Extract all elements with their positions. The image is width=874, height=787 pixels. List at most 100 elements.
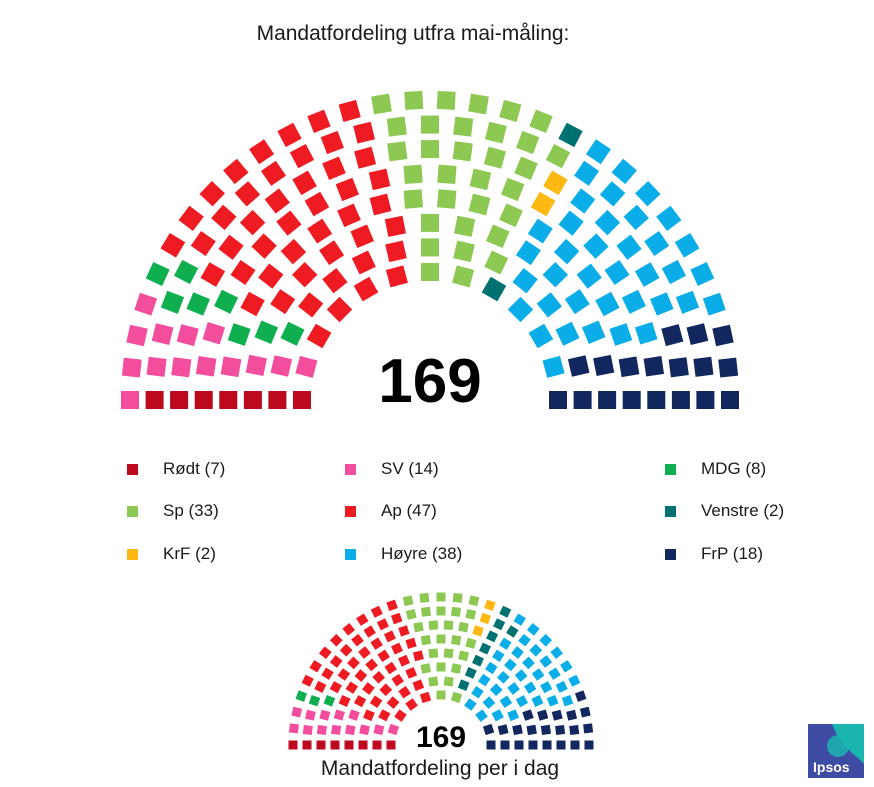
secondary-seat-rodt [372,740,382,750]
secondary-seat-ap [370,605,383,618]
main-seat-ap [322,268,348,294]
main-seat-hoyre [585,139,611,165]
main-seat-hoyre [702,292,726,316]
secondary-seat-venstre [472,654,484,667]
main-seat-hoyre [656,205,682,232]
secondary-seat-ap [337,668,351,681]
secondary-seat-ap [342,622,356,636]
secondary-seat-rodt [316,740,326,750]
main-seat-sv [176,324,199,347]
main-seat-ap [354,146,377,169]
secondary-seat-sp [450,663,462,674]
logo-head [827,735,849,757]
secondary-seat-hoyre [560,660,573,673]
main-seat-ap [385,265,408,288]
main-seat-ap [368,168,391,191]
secondary-seat-hoyre [507,709,519,722]
main-seat-rodt [293,391,311,409]
secondary-seat-venstre [493,618,506,631]
secondary-seat-ap [412,679,425,692]
legend-item-ap: Ap (47) [345,501,437,521]
main-seat-ap [280,238,307,265]
secondary-seat-rodt [358,740,368,750]
secondary-seat-ap [376,618,389,631]
secondary-seat-sp [436,690,446,700]
secondary-seat-ap [314,680,327,693]
main-seat-ap [307,109,331,133]
main-seat-frp [622,391,641,409]
main-seat-ap [335,177,359,202]
secondary-seat-ap [386,599,398,612]
main-seat-hoyre [527,218,553,244]
main-seat-ap [218,234,244,260]
secondary-seat-rodt [386,740,396,750]
secondary-seat-hoyre [471,686,484,699]
secondary-seat-sp [443,620,454,630]
main-seat-sp [468,93,489,115]
main-seat-sp [499,203,523,228]
secondary-seat-frp [584,740,594,750]
secondary-seat-ap [379,683,393,697]
main-seat-sp [452,141,473,162]
secondary-seat-hoyre [523,681,537,694]
secondary-seat-sp [458,650,470,662]
main-seat-frp [573,391,592,409]
main-seat-rodt [219,391,238,409]
secondary-seat-hoyre [507,682,520,695]
main-seat-rodt [194,391,213,409]
main-seat-hoyre [616,234,642,260]
main-seat-sp [483,146,506,169]
main-seat-sv [245,354,267,376]
main-seat-ap [319,240,345,266]
main-seat-ap [304,191,330,217]
secondary-seat-frp [497,724,509,736]
secondary-seat-hoyre [546,694,559,707]
main-seat-frp [647,391,666,409]
legend-swatch [127,548,138,560]
secondary-seat-ap [347,656,360,670]
secondary-seat-ap [301,674,314,687]
main-seat-sp [421,213,439,232]
main-seat-sp [371,93,392,115]
main-seat-hoyre [507,296,534,323]
legend-item-venstre: Venstre (2) [665,501,784,521]
main-seat-hoyre [528,323,554,349]
secondary-seat-hoyre [491,709,504,722]
main-seat-sp [514,156,538,180]
main-seat-frp [718,357,739,378]
main-seat-ap [369,193,392,216]
legend-swatch [127,463,138,475]
legend-label: SV (14) [381,459,439,478]
main-seat-ap [351,250,376,275]
secondary-seat-hoyre [561,694,574,707]
main-seat-frp [693,356,714,377]
main-seat-ap [353,121,375,144]
main-seat-frp [696,391,715,409]
secondary-seat-venstre [499,605,512,618]
secondary-seat-sp [402,595,414,607]
main-seat-hoyre [634,322,658,345]
secondary-seat-sv [316,724,327,736]
main-seat-frp [598,391,617,409]
main-seat-sp [545,143,571,169]
legend-label: Sp (33) [163,501,219,520]
main-seat-ap [307,218,333,244]
main-seat-mdg [254,320,279,344]
main-seat-frp [593,354,615,376]
main-seat-frp [712,324,734,347]
secondary-seat-sv [373,724,385,736]
secondary-seat-ap [391,642,403,655]
main-seat-hoyre [542,261,569,288]
secondary-seat-hoyre [492,649,505,663]
secondary-seat-sp [413,621,424,633]
legend-item-sp: Sp (33) [127,501,219,521]
secondary-seat-mdg [308,694,321,707]
secondary-seat-hoyre [496,670,510,684]
legend-item-frp: FrP (18) [665,544,763,564]
secondary-seat-hoyre [514,669,528,682]
main-seat-hoyre [594,209,621,236]
main-seat-sp [468,193,491,216]
main-seat-frp [721,391,739,409]
main-seat-ap [264,188,290,214]
main-seat-hoyre [542,355,565,378]
